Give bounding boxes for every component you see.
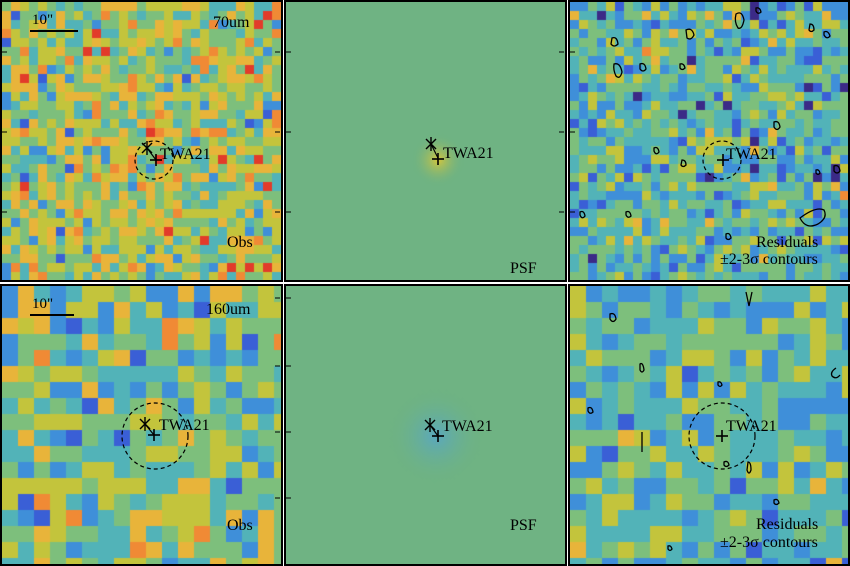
scale-label: 10" [32,12,54,28]
target-label: TWA21 [443,145,494,162]
corner-label: Residuals [756,234,819,251]
panel-70um-obs: 10" 70um TWA21 Obs [0,0,283,282]
corner-label-2: ±2-3σ contours [720,251,818,268]
corner-label: PSF [510,517,537,534]
panel-160um-residuals: TWA21 Residuals ±2-3σ contours [568,284,850,566]
panel-70um-psf: TWA21 PSF [284,0,567,282]
panel-160um-psf: TWA21 PSF [284,284,567,566]
panel-160um-obs: 10" 160um TWA21 Obs [0,284,283,566]
corner-label-2: ±2-3σ contours [720,534,818,551]
corner-label: Obs [227,517,253,534]
target-label: TWA21 [160,146,211,163]
target-label: TWA21 [442,418,493,435]
band-label: 70um [213,14,250,31]
scale-label: 10" [32,296,54,312]
band-label: 160um [206,301,251,318]
target-label: TWA21 [726,418,777,435]
corner-label: PSF [510,260,537,277]
corner-label: Residuals [756,516,819,533]
target-label: TWA21 [726,146,777,163]
map-70um-psf [286,2,565,280]
corner-label: Obs [227,234,253,251]
target-label: TWA21 [159,417,210,434]
panel-70um-residuals: TWA21 Residuals ±2-3σ contours [568,0,850,282]
